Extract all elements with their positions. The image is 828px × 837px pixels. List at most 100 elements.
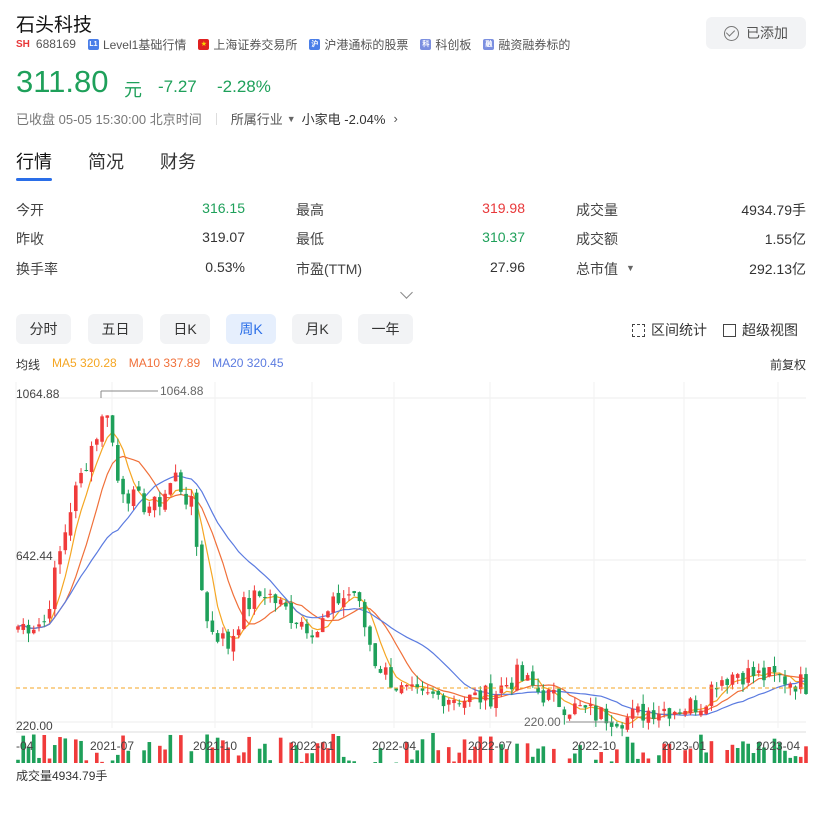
volume-bar xyxy=(662,743,666,763)
candle-body xyxy=(604,708,609,724)
tag-level1[interactable]: L1 Level1基础行情 xyxy=(87,36,186,53)
tab-profile[interactable]: 简况 xyxy=(88,152,124,172)
tab-quotes[interactable]: 行情 xyxy=(16,152,52,172)
candle-body xyxy=(483,685,488,701)
candle-body xyxy=(594,705,598,721)
x-axis-label: 2022-10 xyxy=(572,739,616,753)
volume-bar xyxy=(788,757,793,763)
kline-chart[interactable]: 1064.88 642.44 220.00 1064.88 220.00 -04… xyxy=(0,378,828,763)
candle-body xyxy=(725,679,729,685)
candle-body xyxy=(520,665,525,681)
candle-body xyxy=(79,472,83,484)
volume-bar xyxy=(457,752,462,763)
x-axis-label: 2021-10 xyxy=(193,739,237,753)
quote-value: 310.37 xyxy=(482,229,525,245)
volume-bar xyxy=(336,736,341,763)
period-5day[interactable]: 五日 xyxy=(88,314,143,344)
candle-body xyxy=(378,668,383,673)
candle-body xyxy=(441,695,446,707)
y-label-high: 1064.88 xyxy=(16,387,60,401)
candle-body xyxy=(278,599,283,605)
period-intraday[interactable]: 分时 xyxy=(16,314,71,344)
volume-bar xyxy=(772,738,777,763)
volume-bar xyxy=(709,741,714,763)
candle-body xyxy=(672,711,677,715)
candle-body xyxy=(504,685,509,687)
tag-label: 科创板 xyxy=(435,37,472,52)
margin-icon: 融 xyxy=(483,38,495,50)
adjust-mode[interactable]: 前复权 xyxy=(770,358,807,372)
volume-bar xyxy=(315,743,320,763)
volume-bar xyxy=(646,758,651,763)
candle-body xyxy=(21,623,26,630)
period-daily[interactable]: 日K xyxy=(160,314,210,344)
tag-exchange[interactable]: ★ 上海证券交易所 xyxy=(198,36,297,53)
volume-bar xyxy=(541,746,546,763)
volume-bar xyxy=(52,745,57,763)
volume-bar xyxy=(420,739,425,763)
volume-bar xyxy=(783,750,787,763)
volume-bar xyxy=(210,747,215,763)
candle-body xyxy=(615,723,619,727)
volume-bar xyxy=(320,742,325,763)
candle-body xyxy=(73,485,78,512)
candle-body xyxy=(147,506,152,513)
volume-bar xyxy=(751,753,756,763)
volume-bar xyxy=(47,758,52,763)
tag-margin[interactable]: 融融资融券标的 xyxy=(483,36,570,53)
candle-body xyxy=(562,709,567,716)
quote-label[interactable]: 总市值 xyxy=(576,261,618,277)
range-stats-button[interactable]: 区间统计 xyxy=(632,320,707,340)
candle-body xyxy=(252,590,257,609)
volume-bar xyxy=(73,739,78,763)
volume-bar xyxy=(58,737,62,763)
volume-bar xyxy=(299,761,304,763)
volume-bar xyxy=(126,750,131,763)
tag-hk-connect[interactable]: 沪沪港通标的股票 xyxy=(309,36,408,53)
candle-body xyxy=(788,683,793,688)
candle-body xyxy=(184,493,188,505)
volume-bar xyxy=(615,749,619,763)
y-label-mid: 642.44 xyxy=(16,549,53,563)
price-change: -7.27 xyxy=(158,77,197,96)
caret-down-icon[interactable]: ▼ xyxy=(286,113,296,124)
watchlist-added-button[interactable]: 已添加 xyxy=(706,17,806,49)
candle-body xyxy=(531,671,535,686)
volume-bar xyxy=(278,737,283,763)
tag-star-market[interactable]: 科科创板 xyxy=(420,36,471,53)
candle-body xyxy=(226,631,230,649)
industry-label[interactable]: 所属行业 xyxy=(230,112,283,127)
volume-bar xyxy=(636,758,640,763)
quote-row: 今开 316.15 最高 319.98 成交量 4934.79手 xyxy=(16,200,806,230)
caret-down-icon[interactable]: ▼ xyxy=(626,263,635,273)
period-1year[interactable]: 一年 xyxy=(358,314,413,344)
candle-body xyxy=(646,710,651,723)
super-view-button[interactable]: 超级视图 xyxy=(723,320,798,340)
tab-finance[interactable]: 财务 xyxy=(160,152,196,172)
candle-body xyxy=(662,708,666,712)
volume-bar xyxy=(525,743,530,763)
candle-body xyxy=(58,551,62,565)
stock-name: 石头科技 xyxy=(16,15,93,36)
volume-bar xyxy=(688,748,693,763)
candle-body xyxy=(399,685,404,694)
candle-body xyxy=(352,591,357,594)
candle-body xyxy=(100,416,104,442)
volume-bar xyxy=(179,735,183,763)
star-market-icon: 科 xyxy=(420,38,432,50)
volume-bar xyxy=(552,748,556,763)
volume-bar xyxy=(735,748,740,763)
candle-body xyxy=(189,496,194,507)
x-axis-labels: -04 2021-07 2021-10 2022-01 2022-04 2022-07 20… xyxy=(16,739,800,753)
candle-body xyxy=(284,602,288,607)
current-price: 311.80 xyxy=(16,64,109,99)
volume-bar xyxy=(793,756,798,763)
period-monthly[interactable]: 月K xyxy=(292,314,342,344)
period-weekly[interactable]: 周K xyxy=(226,314,276,344)
volume-bar xyxy=(26,746,31,763)
volume-bar xyxy=(257,748,262,763)
industry-value[interactable]: 小家电 -2.04% xyxy=(301,112,386,127)
volume-bars xyxy=(16,733,808,763)
chevron-right-icon[interactable]: › xyxy=(393,111,398,126)
candle-body xyxy=(315,631,320,638)
